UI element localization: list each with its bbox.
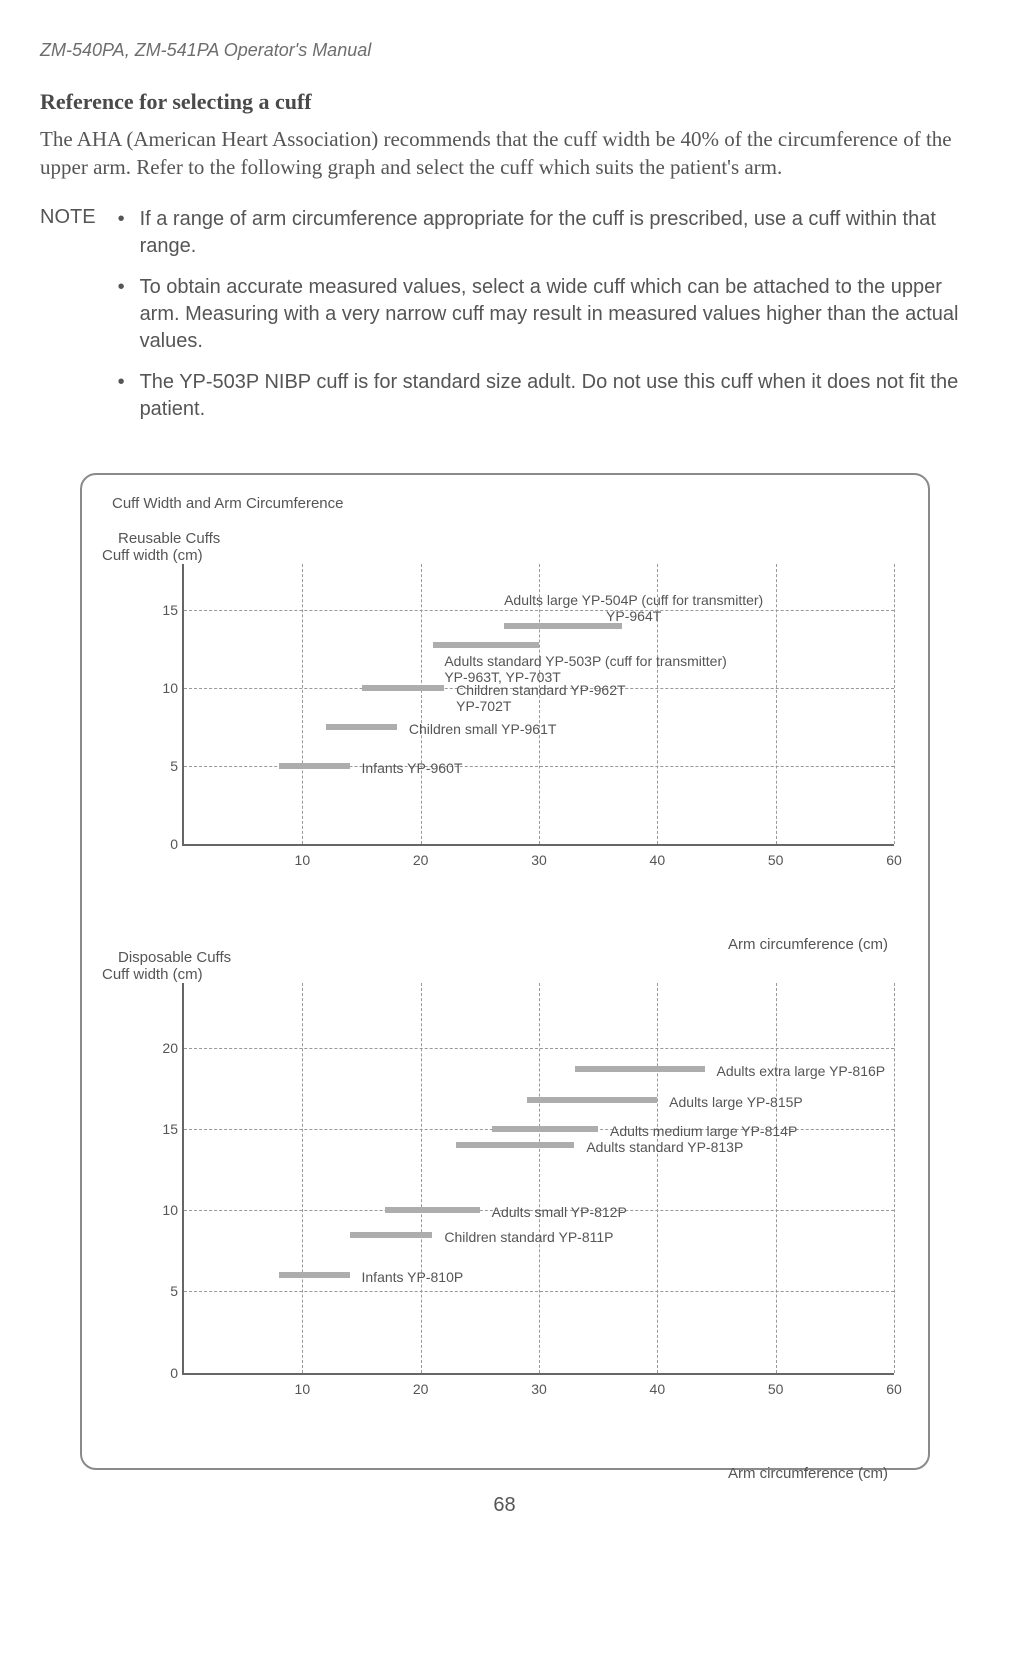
cuff-bar-label: Adults large YP-815P <box>669 1094 803 1110</box>
cuff-bar <box>575 1066 705 1072</box>
note-block: NOTE If a range of arm circumference app… <box>40 206 969 437</box>
reusable-section: Reusable Cuffs Cuff width (cm) 102030405… <box>102 530 908 909</box>
cuff-bar-label: Children standard YP-811P <box>444 1229 613 1245</box>
x-tick-label: 20 <box>413 1381 429 1397</box>
gridline-vertical <box>539 983 540 1373</box>
x-tick-label: 30 <box>531 1381 547 1397</box>
cuff-bar <box>350 1232 433 1238</box>
gridline-vertical <box>894 564 895 844</box>
cuff-bar <box>456 1142 574 1148</box>
cuff-bar-label: YP-702T <box>456 698 511 714</box>
cuff-bar <box>326 724 397 730</box>
cuff-bar <box>362 685 445 691</box>
gridline-vertical <box>657 983 658 1373</box>
cuff-bar <box>527 1097 657 1103</box>
reusable-heading: Reusable Cuffs <box>118 530 908 547</box>
cuff-bar-label: Children small YP-961T <box>409 721 557 737</box>
chart-container: Cuff Width and Arm Circumference Reusabl… <box>80 473 930 1470</box>
manual-header: ZM-540PA, ZM-541PA Operator's Manual <box>40 40 969 61</box>
gridline-horizontal <box>184 1048 894 1049</box>
cuff-bar-label: Adults small YP-812P <box>492 1204 627 1220</box>
x-tick-label: 60 <box>886 852 902 868</box>
gridline-horizontal <box>184 1291 894 1292</box>
y-axis-label: Cuff width (cm) <box>102 966 908 983</box>
gridline-vertical <box>776 564 777 844</box>
cuff-bar-label: Adults extra large YP-816P <box>717 1063 886 1079</box>
gridline-vertical <box>421 983 422 1373</box>
chart-title: Cuff Width and Arm Circumference <box>112 495 908 512</box>
intro-paragraph: The AHA (American Heart Association) rec… <box>40 125 969 182</box>
note-item: If a range of arm circumference appropri… <box>116 206 969 260</box>
x-tick-label: 50 <box>768 1381 784 1397</box>
cuff-bar-label: Infants YP-960T <box>362 760 463 776</box>
x-tick-label: 30 <box>531 852 547 868</box>
cuff-bar-label: Infants YP-810P <box>362 1269 464 1285</box>
y-tick-label: 10 <box>146 680 178 696</box>
reusable-plot: 102030405060051015Adults large YP-504P (… <box>182 564 894 846</box>
gridline-vertical <box>421 564 422 844</box>
y-tick-label: 15 <box>146 602 178 618</box>
x-tick-label: 60 <box>886 1381 902 1397</box>
disposable-plot: 10203040506005101520Adults extra large Y… <box>182 983 894 1375</box>
disposable-heading: Disposable Cuffs <box>118 949 908 966</box>
note-list: If a range of arm circumference appropri… <box>116 206 969 437</box>
disposable-section: Disposable Cuffs Cuff width (cm) 1020304… <box>102 949 908 1438</box>
page-number: 68 <box>40 1494 969 1517</box>
y-tick-label: 10 <box>146 1202 178 1218</box>
cuff-bar <box>279 763 350 769</box>
cuff-bar-label: Children standard YP-962T <box>456 682 625 698</box>
cuff-bar <box>433 642 540 648</box>
cuff-bar <box>385 1207 480 1213</box>
cuff-bar <box>492 1126 599 1132</box>
y-tick-label: 20 <box>146 1040 178 1056</box>
cuff-bar <box>279 1272 350 1278</box>
x-tick-label: 20 <box>413 852 429 868</box>
x-tick-label: 40 <box>650 852 666 868</box>
x-axis-label: Arm circumference (cm) <box>102 1465 888 1482</box>
note-item: The YP-503P NIBP cuff is for standard si… <box>116 369 969 423</box>
cuff-bar-label: Adults medium large YP-814P <box>610 1123 797 1139</box>
y-axis-label: Cuff width (cm) <box>102 547 908 564</box>
gridline-horizontal <box>184 610 894 611</box>
gridline-vertical <box>302 564 303 844</box>
y-tick-label: 0 <box>146 1365 178 1381</box>
gridline-vertical <box>894 983 895 1373</box>
y-tick-label: 5 <box>146 1283 178 1299</box>
note-item: To obtain accurate measured values, sele… <box>116 274 969 355</box>
section-title: Reference for selecting a cuff <box>40 89 969 115</box>
gridline-vertical <box>302 983 303 1373</box>
gridline-vertical <box>776 983 777 1373</box>
y-tick-label: 0 <box>146 836 178 852</box>
cuff-bar-label: Adults large YP-504P (cuff for transmitt… <box>504 592 763 608</box>
cuff-bar <box>504 623 622 629</box>
cuff-bar-label: YP-964T <box>606 608 661 624</box>
y-tick-label: 5 <box>146 758 178 774</box>
y-tick-label: 15 <box>146 1121 178 1137</box>
cuff-bar-label: Adults standard YP-503P (cuff for transm… <box>444 653 726 669</box>
x-tick-label: 50 <box>768 852 784 868</box>
cuff-bar-label: Adults standard YP-813P <box>586 1139 743 1155</box>
note-label: NOTE <box>40 206 96 437</box>
x-tick-label: 10 <box>295 852 311 868</box>
x-tick-label: 10 <box>295 1381 311 1397</box>
x-tick-label: 40 <box>650 1381 666 1397</box>
